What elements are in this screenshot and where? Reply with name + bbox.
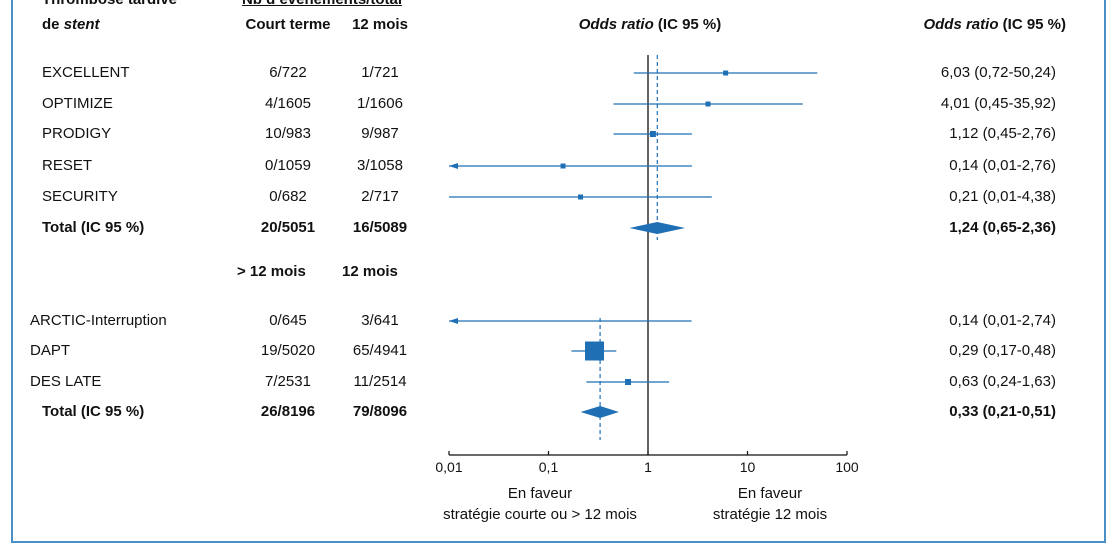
pooled-diamond (629, 222, 686, 234)
favor-right-line2: stratégie 12 mois (712, 506, 828, 523)
events-a: 20/5051 (260, 219, 316, 236)
events-a: 19/5020 (260, 342, 316, 359)
x-tick-label: 1 (644, 459, 652, 475)
subheader-12: 12 mois (342, 263, 398, 280)
point-estimate (578, 194, 584, 200)
events-b: 1/721 (361, 64, 399, 81)
events-a: 0/682 (269, 188, 307, 205)
col-12-months: 12 mois (352, 16, 408, 33)
right-title: Odds ratio (IC 95 %) (923, 16, 1066, 33)
or-ci-text: 0,33 (0,21-0,51) (949, 403, 1056, 420)
point-estimate (585, 341, 605, 361)
events-a: 4/1605 (265, 95, 311, 112)
or-ci-text: 0,29 (0,17-0,48) (949, 342, 1056, 359)
events-b: 2/717 (361, 188, 399, 205)
events-a: 0/645 (269, 312, 307, 329)
events-b: 9/987 (361, 125, 399, 142)
col-short-term: Court terme (245, 16, 331, 33)
study-name: DES LATE (30, 373, 102, 390)
events-b: 16/5089 (352, 219, 408, 236)
or-ci-text: 1,24 (0,65-2,36) (949, 219, 1056, 236)
favor-left-line2: stratégie courte ou > 12 mois (443, 506, 637, 523)
point-estimate (723, 70, 729, 76)
study-name: DAPT (30, 342, 71, 359)
events-b: 3/1058 (357, 157, 403, 174)
events-title: Nb d’événements/total (232, 0, 412, 9)
x-tick-label: 100 (835, 459, 859, 475)
study-name: OPTIMIZE (42, 95, 113, 112)
study-name: Total (IC 95 %) (42, 219, 145, 236)
study-name: SECURITY (42, 188, 118, 205)
favor-right-line1: En faveur (737, 485, 803, 502)
events-a: 26/8196 (260, 403, 316, 420)
or-ci-text: 0,63 (0,24-1,63) (949, 373, 1056, 390)
point-estimate (625, 379, 632, 385)
point-estimate (560, 163, 566, 169)
x-tick-label: 10 (740, 459, 756, 475)
point-estimate (705, 101, 711, 107)
ci-arrow (449, 318, 458, 324)
x-tick-label: 0,01 (435, 459, 462, 475)
study-name: Total (IC 95 %) (42, 403, 145, 420)
favor-left-line1: En faveur (507, 485, 573, 502)
events-b: 3/641 (361, 312, 399, 329)
study-name: RESET (42, 157, 93, 174)
header-title-line1: Thrombose tardive (42, 0, 177, 9)
point-estimate (649, 131, 656, 137)
or-ci-text: 0,14 (0,01-2,76) (949, 157, 1056, 174)
events-a: 10/983 (265, 125, 311, 142)
or-ci-text: 6,03 (0,72-50,24) (940, 64, 1056, 81)
or-ci-text: 4,01 (0,45-35,92) (940, 95, 1056, 112)
plot-title: Odds ratio (IC 95 %) (578, 16, 722, 33)
or-ci-text: 0,21 (0,01-4,38) (949, 188, 1056, 205)
events-b: 65/4941 (352, 342, 408, 359)
events-a: 0/1059 (265, 157, 311, 174)
study-name: PRODIGY (42, 125, 112, 142)
events-b: 1/1606 (357, 95, 403, 112)
study-name: EXCELLENT (42, 64, 130, 81)
or-ci-text: 0,14 (0,01-2,74) (949, 312, 1056, 329)
events-b: 79/8096 (352, 403, 408, 420)
study-name: ARCTIC-Interruption (30, 312, 167, 329)
or-ci-text: 1,12 (0,45-2,76) (949, 125, 1056, 142)
header-title-line2: de stent (42, 16, 100, 33)
ci-arrow (449, 163, 458, 169)
pooled-diamond (580, 406, 619, 418)
figure-frame (11, 0, 1106, 543)
events-a: 6/722 (269, 64, 307, 81)
events-b: 11/2514 (353, 373, 407, 390)
subheader-more-12: > 12 mois (237, 263, 306, 280)
x-tick-label: 0,1 (539, 459, 559, 475)
events-a: 7/2531 (265, 373, 311, 390)
